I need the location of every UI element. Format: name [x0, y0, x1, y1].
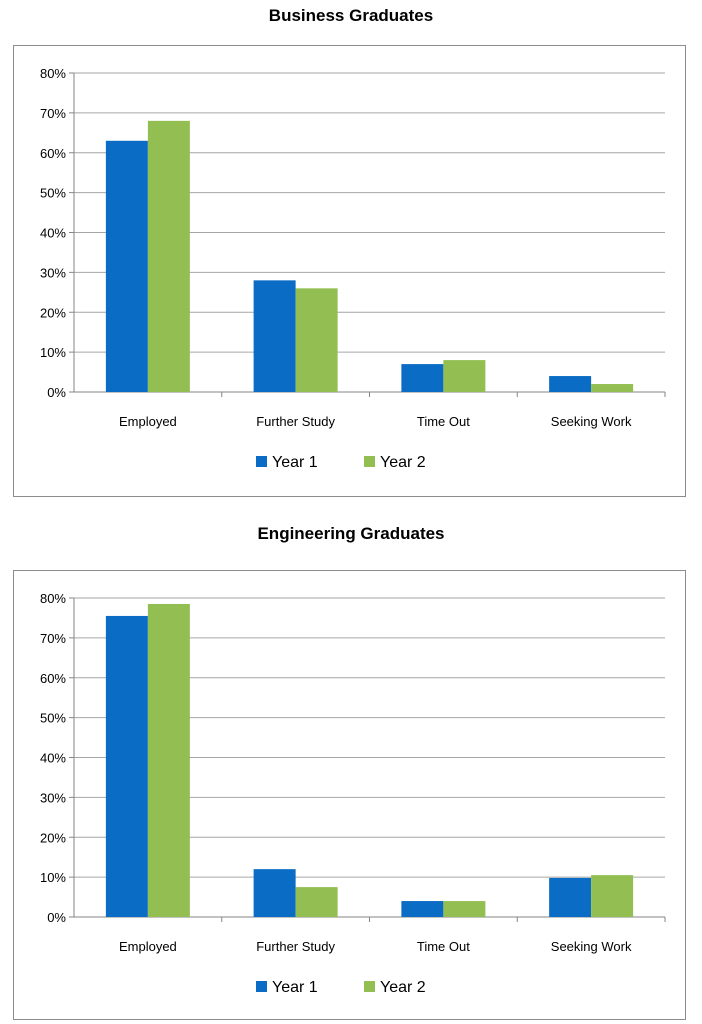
x-tick-label-1: Further Study	[256, 939, 335, 954]
chart-business: 0% 10% 20% 30% 40% 50% 60% 70% 80% Employed Furthe…	[13, 45, 686, 497]
x-tick-label-0: Employed	[119, 414, 177, 429]
legend-swatch-0	[256, 456, 267, 467]
bar-year-2-further-study	[295, 887, 338, 917]
chart-engineering-svg: 0% 10% 20% 30% 40% 50% 60% 70% 80% Employed Furthe…	[40, 591, 666, 996]
y-tick-label-2: 20%	[40, 830, 66, 845]
legend-label-0: Year 1	[272, 454, 318, 471]
y-tick-label-8: 80%	[40, 591, 66, 606]
chart-engineering: 0% 10% 20% 30% 40% 50% 60% 70% 80% Employed Furthe…	[13, 570, 686, 1020]
bar-year-1-further-study	[253, 869, 296, 917]
legend-label-0: Year 1	[272, 979, 318, 996]
y-tick-label-4: 40%	[40, 751, 66, 766]
x-tick-label-1: Further Study	[256, 414, 335, 429]
x-tick-label-0: Employed	[119, 939, 177, 954]
bar-year-1-employed	[105, 615, 148, 917]
y-tick-label-4: 40%	[40, 226, 66, 241]
bar-year-1-time-out	[401, 901, 444, 917]
y-tick-label-8: 80%	[40, 66, 66, 81]
y-tick-label-1: 10%	[40, 345, 66, 360]
chart-title-business: Business Graduates	[268, 6, 434, 25]
bar-year-1-time-out	[401, 364, 444, 392]
y-tick-label-0: 0%	[47, 910, 66, 925]
bar-year-2-further-study	[295, 288, 338, 392]
x-tick-label-2: Time Out	[417, 414, 470, 429]
bar-year-1-seeking-work	[549, 376, 592, 392]
y-tick-label-1: 10%	[40, 870, 66, 885]
bar-year-1-seeking-work	[549, 877, 592, 917]
bar-year-2-employed	[147, 603, 190, 917]
bar-year-2-time-out	[443, 360, 486, 392]
legend-swatch-0	[256, 981, 267, 992]
x-tick-label-3: Seeking Work	[551, 939, 632, 954]
y-tick-label-3: 30%	[40, 265, 66, 280]
bar-year-2-seeking-work	[591, 384, 634, 392]
legend-swatch-1	[364, 981, 375, 992]
bar-year-2-employed	[147, 120, 190, 392]
bar-year-1-further-study	[253, 280, 296, 392]
y-tick-label-6: 60%	[40, 671, 66, 686]
legend-label-1: Year 2	[380, 979, 426, 996]
x-tick-label-3: Seeking Work	[551, 414, 632, 429]
x-tick-label-2: Time Out	[417, 939, 470, 954]
y-tick-label-7: 70%	[40, 106, 66, 121]
legend-swatch-1	[364, 456, 375, 467]
bar-year-2-seeking-work	[591, 875, 634, 917]
y-tick-label-5: 50%	[40, 186, 66, 201]
y-tick-label-3: 30%	[40, 790, 66, 805]
bar-year-2-time-out	[443, 901, 486, 917]
y-tick-label-2: 20%	[40, 305, 66, 320]
y-tick-label-7: 70%	[40, 631, 66, 646]
y-tick-label-6: 60%	[40, 146, 66, 161]
legend-label-1: Year 2	[380, 454, 426, 471]
bar-year-1-employed	[105, 140, 148, 392]
y-tick-label-0: 0%	[47, 385, 66, 400]
chart-business-svg: 0% 10% 20% 30% 40% 50% 60% 70% 80% Employed Furthe…	[40, 66, 666, 471]
y-tick-label-5: 50%	[40, 711, 66, 726]
chart-title-engineering: Engineering Graduates	[257, 524, 445, 543]
